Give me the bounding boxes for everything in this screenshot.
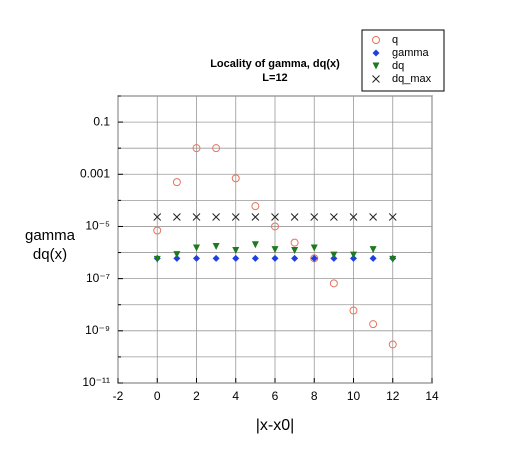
y-tick-label: 0.1: [93, 114, 110, 128]
legend-box: [361, 29, 445, 92]
legend-marker: [372, 49, 380, 57]
point: [388, 213, 397, 221]
point: [193, 254, 200, 262]
point: [212, 144, 221, 153]
point: [290, 238, 299, 247]
point: [231, 213, 240, 221]
y-tick-label: 10⁻⁷: [86, 271, 110, 285]
point: [369, 213, 377, 221]
point: [251, 241, 259, 249]
x-tick-label: 14: [425, 389, 439, 403]
point: [192, 144, 201, 153]
x-tick-label: 4: [232, 389, 239, 403]
point: [271, 222, 279, 231]
point: [153, 226, 162, 235]
y-axis-label: dq(x): [33, 246, 67, 263]
legend-label: dq_max: [392, 73, 432, 85]
point: [232, 254, 240, 262]
point: [369, 320, 378, 329]
x-tick-label: 2: [193, 389, 200, 403]
legend-marker: [372, 62, 380, 70]
point: [153, 255, 161, 263]
y-tick-label: 10⁻⁵: [85, 219, 110, 233]
x-axis-label: |x-x0|: [256, 417, 295, 434]
y-axis-label: gamma: [25, 227, 76, 244]
point: [173, 213, 181, 221]
point: [349, 213, 358, 221]
point: [251, 213, 260, 221]
point: [173, 251, 181, 259]
y-tick-label: 10⁻¹¹: [82, 375, 110, 389]
point: [172, 178, 181, 187]
point: [232, 246, 240, 254]
point: [271, 254, 279, 262]
point: [251, 254, 259, 262]
legend-marker: [372, 36, 380, 44]
point: [388, 340, 397, 349]
point: [271, 246, 279, 254]
point: [389, 255, 397, 263]
point: [251, 202, 260, 211]
point: [350, 251, 357, 259]
point: [330, 213, 338, 221]
point: [193, 244, 200, 252]
point: [349, 306, 358, 315]
x-tick-label: 0: [154, 389, 161, 403]
point: [369, 246, 377, 254]
legend-label: dq: [392, 60, 404, 72]
x-tick-label: -2: [113, 389, 124, 403]
x-tick-label: 10: [347, 389, 361, 403]
legend-label: q: [392, 34, 398, 46]
y-tick-label: 0.001: [80, 166, 110, 180]
point: [369, 254, 377, 262]
point: [310, 254, 318, 262]
point: [212, 213, 220, 221]
point: [271, 213, 279, 221]
x-tick-label: 6: [272, 389, 279, 403]
x-tick-label: 8: [311, 389, 318, 403]
chart-subtitle: L=12: [262, 72, 287, 84]
x-tick-label: 12: [386, 389, 400, 403]
point: [330, 251, 338, 259]
point: [173, 254, 181, 262]
point: [310, 213, 319, 221]
chart-title: Locality of gamma, dq(x): [210, 58, 340, 70]
point: [192, 213, 201, 221]
point: [329, 279, 338, 288]
point: [290, 213, 299, 221]
point: [231, 174, 240, 183]
point: [291, 246, 299, 254]
point: [310, 244, 318, 252]
point: [212, 254, 220, 262]
y-tick-label: 10⁻⁹: [85, 323, 110, 337]
point: [291, 254, 299, 262]
point: [153, 213, 162, 221]
legend-marker: [372, 75, 380, 83]
legend-label: gamma: [392, 47, 430, 59]
point: [212, 243, 220, 251]
